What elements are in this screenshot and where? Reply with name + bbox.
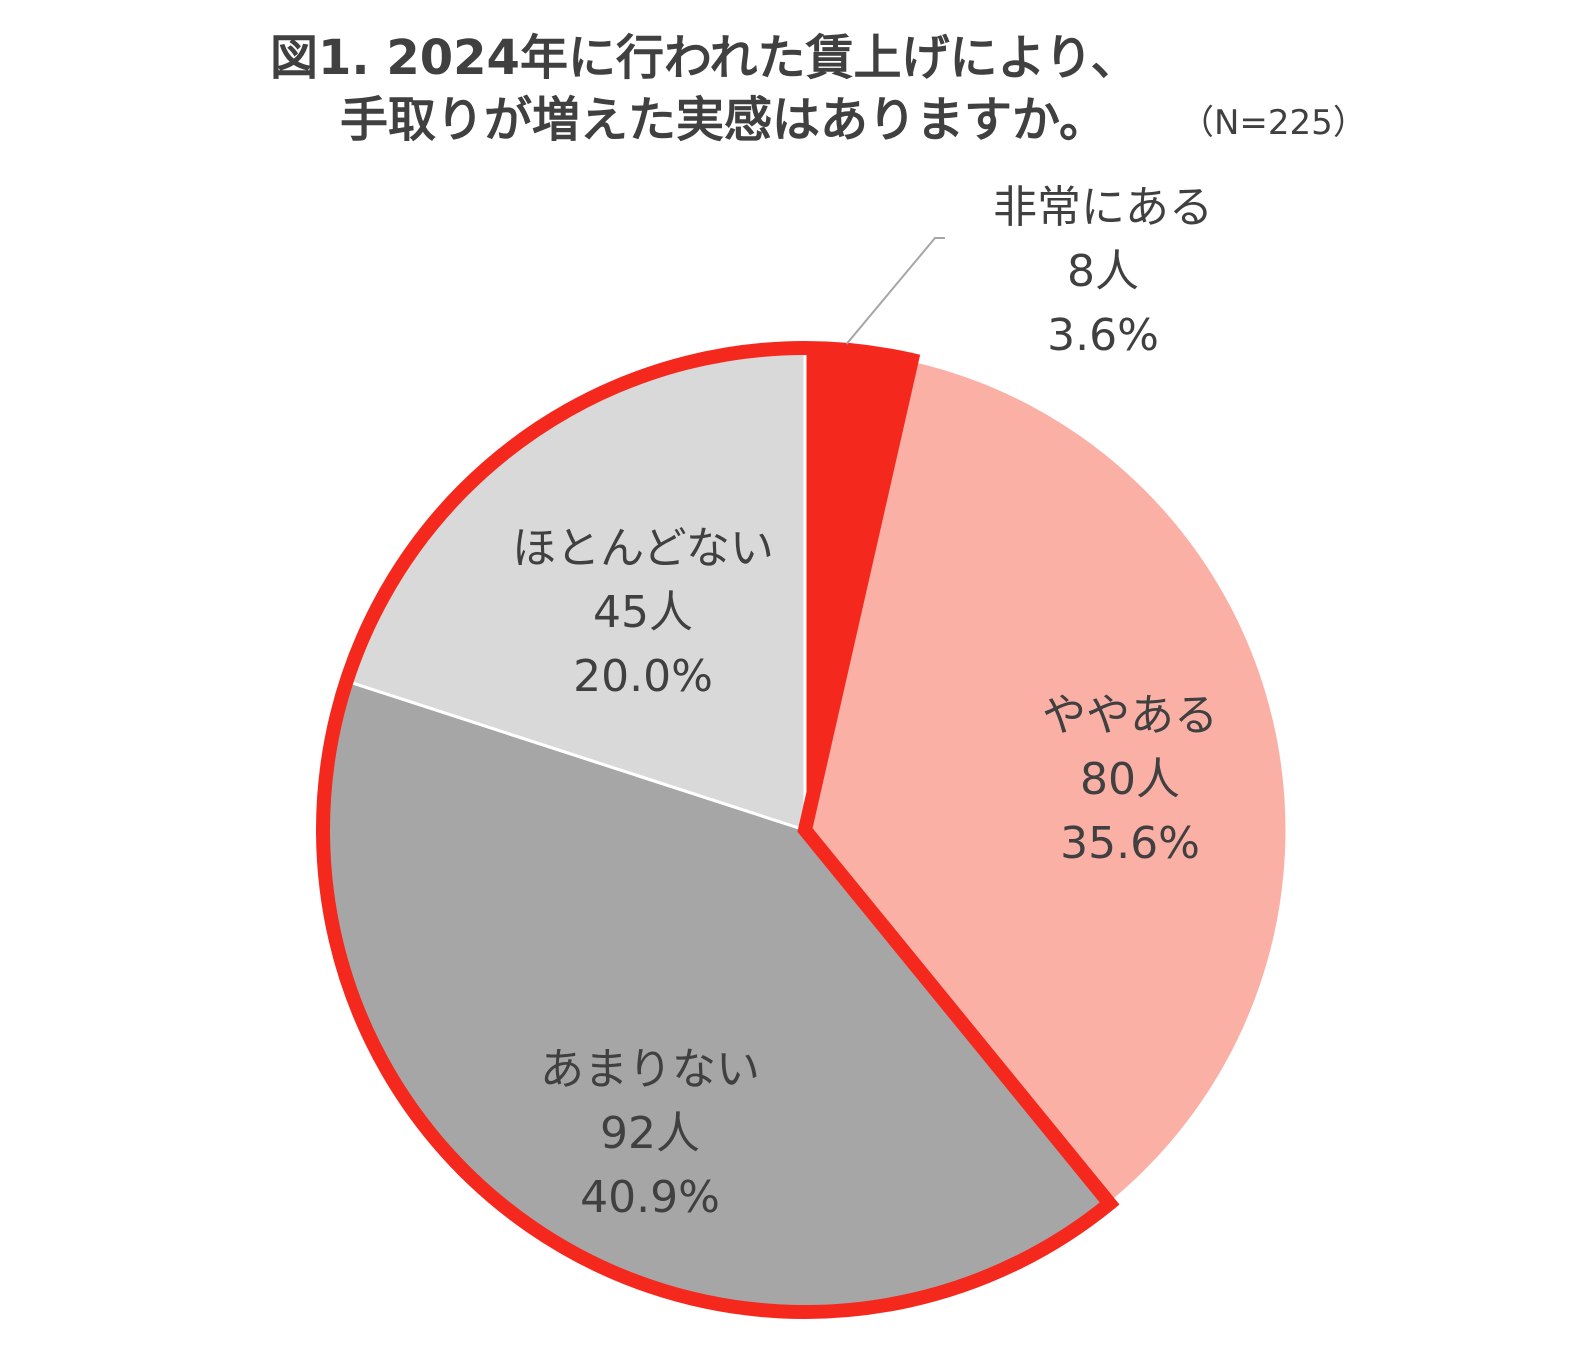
highlight-outline xyxy=(316,341,1120,1319)
slice-labels: 非常にある 8人 3.6% ややある 80人 35.6% あまりない 92人 40.9% ほとんど… xyxy=(512,182,1218,1223)
slice-label-somewhat-name: ややある xyxy=(1042,690,1218,741)
slice-label-not-much-percent: 40.9% xyxy=(580,1172,720,1223)
pie-slice-somewhat xyxy=(803,358,1289,1206)
slice-label-somewhat-count: 80人 xyxy=(1080,754,1180,805)
slice-label-somewhat-percent: 35.6% xyxy=(1060,818,1200,869)
sample-size-note: （N=225） xyxy=(1180,103,1367,143)
highlight-outline-path xyxy=(316,341,1120,1319)
leader-lines xyxy=(845,237,945,345)
leader-line-very-much xyxy=(845,237,945,345)
chart-title-line-2: 手取りが増えた実感はありますか。 xyxy=(340,92,1108,148)
slice-label-very-much-percent: 3.6% xyxy=(1047,310,1159,361)
slice-label-hardly-count: 45人 xyxy=(593,587,693,638)
slice-label-hardly-percent: 20.0% xyxy=(573,651,713,702)
slice-label-very-much-name: 非常にある xyxy=(993,182,1213,233)
slice-label-very-much-count: 8人 xyxy=(1067,246,1139,297)
slice-label-not-much-name: あまりない xyxy=(540,1044,760,1095)
slice-label-hardly-name: ほとんどない xyxy=(512,523,774,574)
chart-title-line-1: 図1. 2024年に行われた賃上げにより、 xyxy=(270,30,1139,86)
slice-label-not-much-count: 92人 xyxy=(600,1108,700,1159)
